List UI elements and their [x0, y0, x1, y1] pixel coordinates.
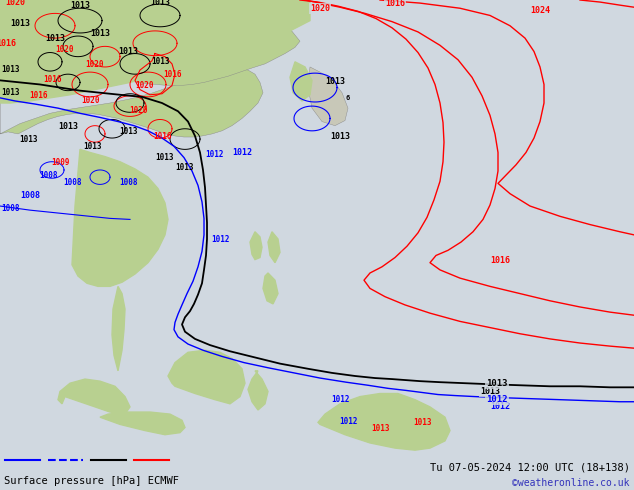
Polygon shape [72, 149, 168, 286]
Text: 1012: 1012 [339, 417, 357, 426]
Text: 1013: 1013 [1, 65, 19, 74]
Text: 1013: 1013 [151, 57, 169, 66]
Text: 1013: 1013 [413, 418, 431, 427]
Text: 1013: 1013 [371, 423, 389, 433]
Text: 1013: 1013 [325, 77, 345, 86]
Text: 1013: 1013 [330, 132, 350, 141]
Text: 1013: 1013 [156, 153, 174, 162]
Text: 1013: 1013 [176, 163, 194, 172]
Polygon shape [112, 286, 125, 371]
Text: ©weatheronline.co.uk: ©weatheronline.co.uk [512, 478, 630, 488]
Polygon shape [318, 393, 450, 450]
Text: 6: 6 [346, 95, 350, 101]
Polygon shape [250, 232, 262, 260]
Polygon shape [308, 67, 348, 125]
Text: 1008: 1008 [39, 171, 57, 180]
Polygon shape [58, 379, 130, 414]
Text: 1012: 1012 [490, 402, 510, 412]
Polygon shape [0, 0, 310, 103]
Polygon shape [268, 232, 280, 263]
Polygon shape [290, 62, 312, 101]
Text: 1013: 1013 [119, 127, 137, 136]
Text: 1020: 1020 [86, 60, 104, 69]
Text: 1008: 1008 [1, 204, 20, 213]
Text: 1016: 1016 [29, 91, 48, 100]
Text: 1020: 1020 [310, 4, 330, 13]
Text: 1009: 1009 [51, 158, 69, 167]
Text: 1012: 1012 [210, 235, 230, 244]
Text: 1008: 1008 [64, 178, 82, 187]
Text: 1013: 1013 [118, 47, 138, 55]
Text: 1016: 1016 [164, 70, 182, 79]
Text: 1013: 1013 [486, 379, 508, 388]
Text: 1016: 1016 [385, 0, 405, 7]
Text: Tu 07-05-2024 12:00 UTC (18+138): Tu 07-05-2024 12:00 UTC (18+138) [430, 462, 630, 472]
Text: 1013: 1013 [83, 143, 101, 151]
Polygon shape [0, 0, 263, 137]
Text: 1012: 1012 [232, 147, 252, 156]
Polygon shape [263, 273, 278, 304]
Text: 1012: 1012 [486, 395, 508, 404]
Text: 1012: 1012 [206, 149, 224, 159]
Text: 1020: 1020 [129, 106, 147, 115]
Polygon shape [100, 412, 185, 435]
Text: 1013: 1013 [19, 135, 37, 144]
Text: 1016: 1016 [490, 256, 510, 265]
Text: 1020: 1020 [56, 45, 74, 53]
Text: 1020: 1020 [5, 0, 25, 7]
Text: 1016: 1016 [0, 39, 16, 49]
Text: 1013: 1013 [150, 0, 170, 7]
Text: 1013: 1013 [480, 387, 500, 396]
Text: 1013: 1013 [58, 122, 78, 131]
Polygon shape [168, 350, 245, 404]
Polygon shape [0, 0, 300, 85]
Text: 1013: 1013 [45, 34, 65, 43]
Text: 1013: 1013 [1, 88, 19, 97]
Text: 1008: 1008 [119, 178, 137, 187]
Text: 1013: 1013 [70, 1, 90, 10]
Text: 1016: 1016 [42, 75, 61, 84]
Polygon shape [248, 371, 268, 410]
Text: 1020: 1020 [81, 96, 100, 105]
Text: 1016: 1016 [153, 132, 171, 141]
Text: 1008: 1008 [20, 191, 40, 200]
Text: Surface pressure [hPa] ECMWF: Surface pressure [hPa] ECMWF [4, 476, 179, 486]
Text: 1012: 1012 [331, 395, 349, 404]
Text: 1020: 1020 [136, 80, 154, 90]
Text: 1013: 1013 [90, 29, 110, 38]
Text: 1013: 1013 [10, 19, 30, 28]
Text: 1024: 1024 [530, 6, 550, 15]
